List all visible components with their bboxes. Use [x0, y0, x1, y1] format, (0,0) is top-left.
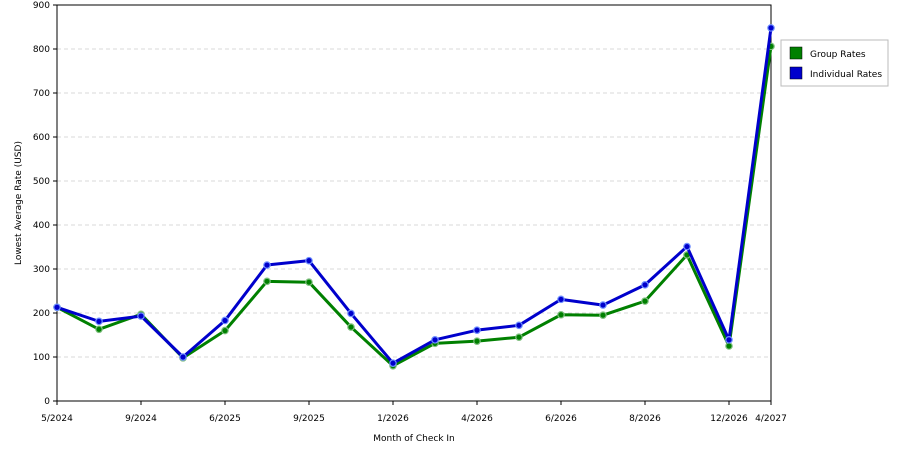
- legend-label-group-rates: Group Rates: [810, 50, 866, 60]
- y-axis-ticks: 0 100 200 300 400 500 600 700 800 900: [33, 1, 57, 407]
- legend-label-individual-rates: Individual Rates: [810, 70, 882, 80]
- data-point: [53, 303, 61, 312]
- data-point: [557, 310, 565, 319]
- data-point: [221, 316, 229, 325]
- y-tick-label: 400: [33, 221, 50, 231]
- x-tick-label: 9/2024: [125, 414, 157, 424]
- x-tick-label: 12/2026: [710, 414, 748, 424]
- y-tick-label: 800: [33, 45, 50, 55]
- data-point: [137, 312, 145, 320]
- series-line: [56, 27, 773, 365]
- data-point: [95, 317, 103, 326]
- series-line: [56, 46, 773, 368]
- series: [53, 24, 775, 370]
- x-tick-label: 9/2025: [293, 414, 325, 424]
- x-tick-label: 6/2026: [545, 414, 577, 424]
- y-tick-label: 600: [33, 133, 50, 143]
- plot-frame: [56, 4, 772, 402]
- data-point: [725, 342, 733, 350]
- y-tick-label: 500: [33, 177, 50, 187]
- y-tick-label: 200: [33, 309, 50, 319]
- x-tick-label: 4/2026: [461, 414, 493, 424]
- data-point: [515, 333, 523, 342]
- data-point: [221, 326, 229, 335]
- data-point: [95, 325, 103, 334]
- y-axis-title: Lowest Average Rate (USD): [14, 141, 24, 265]
- x-axis-ticks: 5/2024 9/2024 6/2025 9/2025 1/2026 4/2026 6/20…: [41, 401, 787, 424]
- series-individual-rates: [53, 24, 775, 367]
- data-point: [515, 321, 523, 330]
- legend: Group Rates Individual Rates: [780, 39, 889, 87]
- data-point: [725, 336, 733, 344]
- legend-swatch-group-rates: [789, 46, 803, 60]
- x-tick-label: 8/2026: [629, 414, 661, 424]
- x-tick-label: 6/2025: [209, 414, 241, 424]
- y-tick-label: 0: [44, 397, 50, 407]
- data-point: [305, 256, 313, 265]
- data-point: [347, 309, 355, 318]
- data-point: [347, 323, 355, 331]
- y-tick-label: 300: [33, 265, 50, 275]
- data-point: [599, 301, 607, 309]
- data-point: [263, 277, 271, 286]
- data-point: [473, 326, 481, 334]
- x-axis-title: Month of Check In: [373, 434, 455, 444]
- x-tick-label: 1/2026: [377, 414, 409, 424]
- data-point: [389, 359, 397, 367]
- legend-swatch-individual-rates: [789, 66, 803, 80]
- data-point: [431, 336, 439, 344]
- y-tick-label: 700: [33, 89, 50, 99]
- y-tick-label: 900: [33, 1, 50, 11]
- data-point: [767, 24, 775, 32]
- data-point: [263, 261, 271, 269]
- data-point: [599, 311, 607, 320]
- data-point: [179, 353, 187, 361]
- data-point: [683, 242, 691, 251]
- data-point: [473, 337, 481, 345]
- data-point: [641, 297, 649, 305]
- data-point: [305, 278, 313, 287]
- series-group-rates: [53, 42, 775, 370]
- x-tick-label: 4/2027: [755, 414, 787, 424]
- data-point: [641, 281, 649, 289]
- gridlines: [57, 48, 771, 358]
- data-point: [557, 295, 565, 304]
- axes: [56, 4, 772, 402]
- x-tick-label: 5/2024: [41, 414, 73, 424]
- y-tick-label: 100: [33, 353, 50, 363]
